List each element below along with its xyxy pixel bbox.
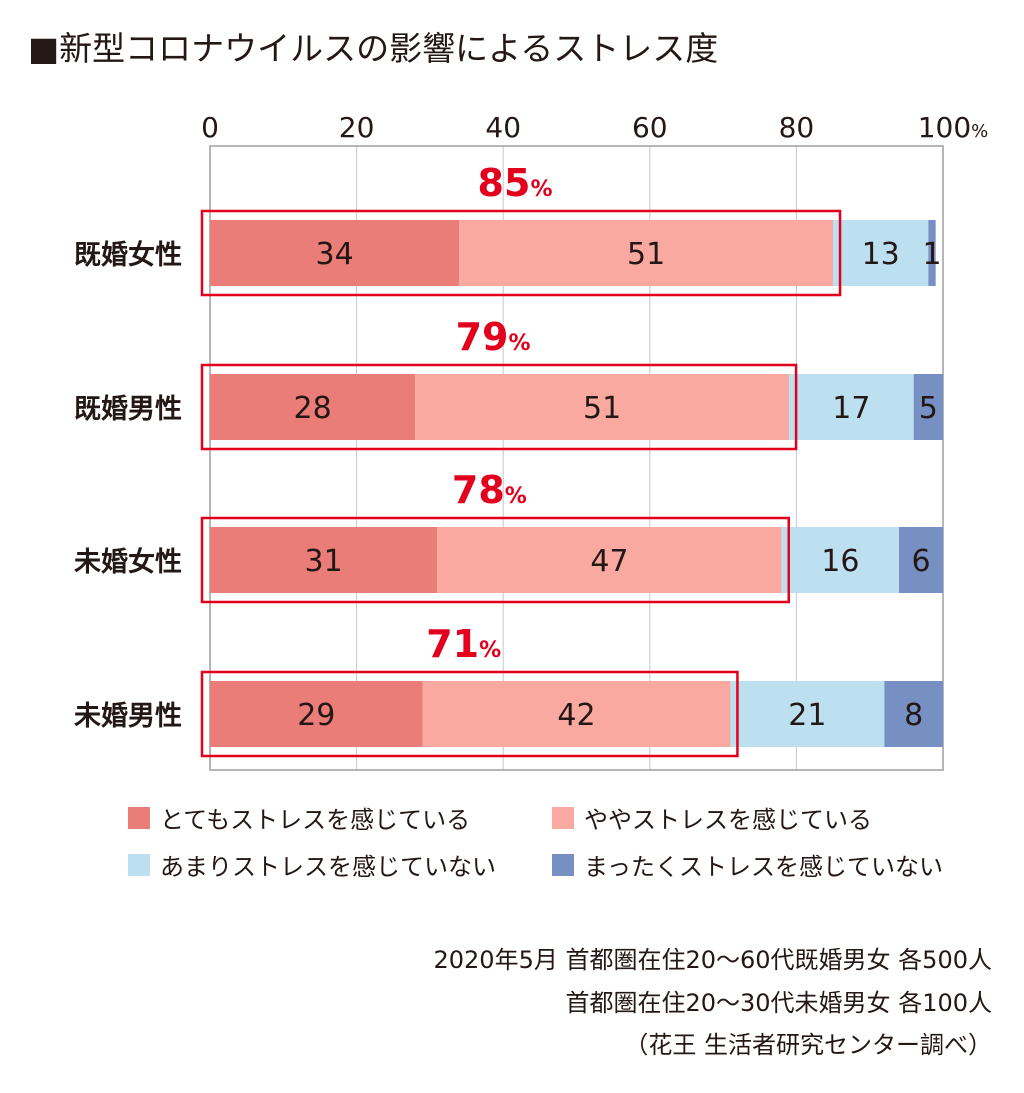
bar-segment bbox=[789, 374, 914, 440]
highlight-total-label: 85% bbox=[478, 161, 553, 205]
data-label: 8 bbox=[904, 698, 923, 733]
bar-segment bbox=[210, 374, 416, 440]
x-tick-label: 60 bbox=[632, 111, 668, 144]
highlight-total-label: 78% bbox=[452, 468, 527, 512]
highlight-box bbox=[200, 516, 790, 604]
x-axis-ticks: 0 20 40 60 80 100% bbox=[201, 111, 988, 144]
data-label: 1 bbox=[922, 237, 941, 272]
survey-note-2: 首都圏在住20～30代未婚男女 各100人 bbox=[565, 989, 992, 1017]
bar-segment bbox=[210, 681, 423, 747]
x-tick-label: 100% bbox=[918, 111, 989, 144]
source-note: （花王 生活者研究センター調べ） bbox=[624, 1031, 992, 1059]
data-label: 16 bbox=[821, 544, 859, 579]
bar-segment bbox=[884, 681, 943, 747]
bars: 34 51 13 1 28 51 17 5 31 47 16 6 29 42 21 8 bbox=[210, 220, 943, 747]
bar-segment bbox=[210, 220, 460, 286]
category-label: 既婚女性 bbox=[74, 239, 182, 271]
highlight-box bbox=[200, 363, 798, 451]
data-label: 51 bbox=[583, 391, 621, 426]
legend-label: あまりストレスを感じていない bbox=[160, 853, 496, 881]
legend-item-somewhat-stressed: ややストレスを感じている bbox=[552, 800, 872, 835]
legend-label: ややストレスを感じている bbox=[584, 806, 872, 834]
stacked-bar-chart: 0 20 40 60 80 100% 34 51 13 1 28 51 17 5 31 47 16 6 29 42 2… bbox=[74, 111, 988, 771]
data-label: 31 bbox=[305, 544, 343, 579]
category-label: 未婚男性 bbox=[74, 701, 182, 732]
survey-note-1: 2020年5月 首都圏在住20～60代既婚男女 各500人 bbox=[433, 946, 993, 974]
bar-segment bbox=[913, 374, 943, 440]
bar-segment bbox=[928, 220, 936, 286]
data-label: 6 bbox=[911, 544, 930, 579]
highlight-box bbox=[200, 209, 842, 297]
data-label: 29 bbox=[297, 698, 335, 733]
data-label: 5 bbox=[919, 391, 938, 426]
legend-swatch bbox=[552, 806, 574, 829]
data-label: 34 bbox=[316, 237, 354, 272]
data-label: 13 bbox=[862, 237, 900, 272]
legend-item-not-very-stressed: あまりストレスを感じていない bbox=[128, 847, 496, 882]
data-label: 51 bbox=[627, 237, 665, 272]
highlight-box bbox=[200, 670, 739, 758]
data-label: 28 bbox=[294, 391, 332, 426]
bar-segment bbox=[422, 681, 731, 747]
legend-label: まったくストレスを感じていない bbox=[584, 853, 944, 881]
legend-swatch bbox=[128, 853, 150, 876]
bar-segment bbox=[415, 374, 790, 440]
highlight-totals: 85% 79% 78% 71% bbox=[200, 161, 842, 758]
bar-segment bbox=[437, 527, 782, 593]
category-label: 未婚女性 bbox=[74, 546, 182, 578]
plot-frame bbox=[209, 145, 944, 771]
data-label: 17 bbox=[832, 391, 870, 426]
legend-swatch bbox=[128, 806, 150, 829]
legend-label: とてもストレスを感じている bbox=[160, 806, 471, 834]
bar-segment bbox=[459, 220, 834, 286]
bar-segment bbox=[730, 681, 885, 747]
data-label: 21 bbox=[788, 698, 826, 733]
category-label: 既婚男性 bbox=[74, 394, 182, 425]
bar-segment bbox=[833, 220, 929, 286]
legend-item-very-stressed: とてもストレスを感じている bbox=[128, 800, 470, 835]
x-tick-label: 40 bbox=[485, 111, 521, 144]
legend-item-not-stressed: まったくストレスを感じていない bbox=[552, 847, 943, 882]
data-label: 42 bbox=[557, 698, 595, 733]
legend-swatch bbox=[552, 853, 574, 876]
bar-segment bbox=[899, 527, 943, 593]
highlight-total-label: 71% bbox=[426, 622, 501, 666]
highlight-unit: % bbox=[505, 484, 527, 509]
highlight-unit: % bbox=[508, 331, 530, 356]
chart-title: ■新型コロナウイルスの影響によるストレス度 bbox=[28, 29, 719, 68]
highlight-total-label: 79% bbox=[456, 315, 531, 359]
bar-segment bbox=[210, 527, 438, 593]
x-axis-unit: % bbox=[971, 121, 988, 142]
x-tick-label: 20 bbox=[339, 111, 375, 144]
data-label: 47 bbox=[590, 544, 628, 579]
x-tick-label: 80 bbox=[779, 111, 815, 144]
highlight-unit: % bbox=[479, 638, 501, 663]
x-tick-label: 0 bbox=[201, 111, 219, 144]
highlight-unit: % bbox=[530, 177, 552, 202]
bar-segment bbox=[781, 527, 900, 593]
